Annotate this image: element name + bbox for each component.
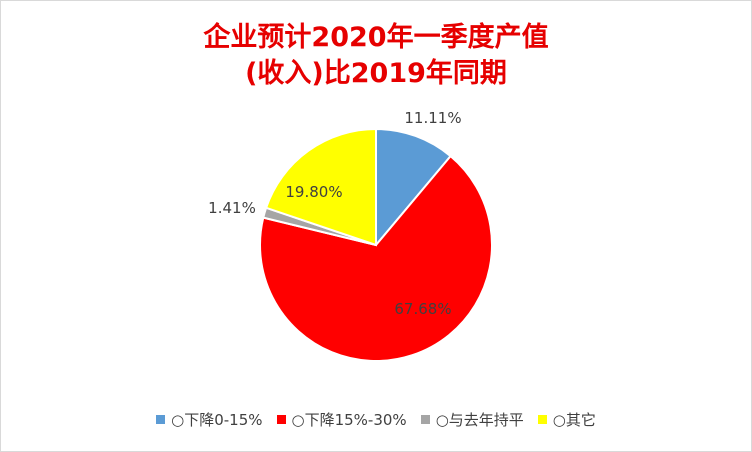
pie-slice-3	[264, 127, 377, 247]
data-label-0: 11.11%	[404, 109, 461, 127]
data-label-2: 1.41%	[208, 199, 256, 217]
data-label-1: 67.68%	[394, 300, 451, 318]
chart-title-line-1: 企业预计2020年一季度产值	[203, 22, 549, 53]
legend-swatch-2	[420, 415, 430, 424]
pie-slice-1	[259, 154, 493, 362]
chart-title-line-2: (收入)比2019年同期	[245, 58, 507, 89]
legend: ○下降0-15% ○下降15%-30% ○与去年持平 ○其它	[0, 409, 752, 430]
legend-label-2: ○与去年持平	[435, 411, 524, 429]
chart-title: 企业预计2020年一季度产值 (收入)比2019年同期	[0, 20, 752, 92]
legend-swatch-0	[156, 415, 166, 424]
legend-label-1: ○下降15%-30%	[291, 411, 407, 429]
legend-item-2: ○与去年持平	[420, 409, 524, 430]
pie-slice-0	[375, 127, 452, 248]
legend-swatch-3	[537, 415, 547, 424]
legend-item-3: ○其它	[537, 409, 596, 430]
legend-item-1: ○下降15%-30%	[276, 409, 407, 430]
legend-swatch-1	[276, 415, 286, 424]
data-label-3: 19.80%	[285, 183, 342, 201]
legend-item-0: ○下降0-15%	[156, 409, 263, 430]
legend-label-3: ○其它	[552, 411, 596, 429]
legend-label-0: ○下降0-15%	[171, 411, 263, 429]
